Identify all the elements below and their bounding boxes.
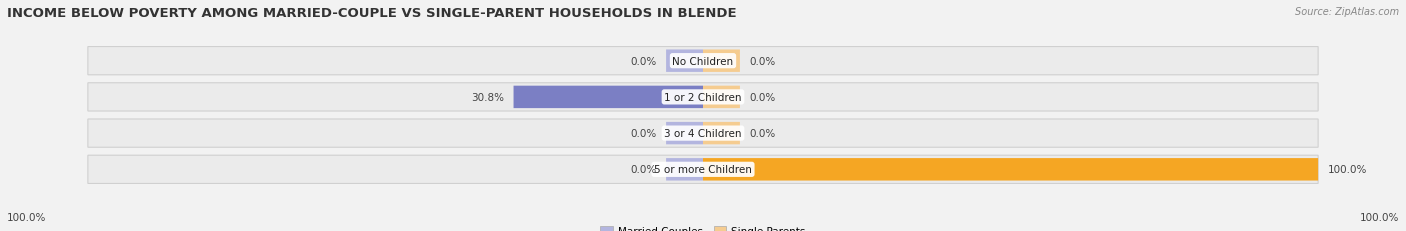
Text: 100.0%: 100.0% (1360, 212, 1399, 222)
Text: 100.0%: 100.0% (1327, 165, 1367, 175)
Text: 5 or more Children: 5 or more Children (654, 165, 752, 175)
FancyBboxPatch shape (703, 158, 1319, 181)
FancyBboxPatch shape (513, 86, 703, 109)
FancyBboxPatch shape (87, 155, 1319, 184)
Text: 0.0%: 0.0% (631, 165, 657, 175)
Text: 0.0%: 0.0% (631, 56, 657, 66)
FancyBboxPatch shape (666, 122, 703, 145)
Text: 100.0%: 100.0% (7, 212, 46, 222)
FancyBboxPatch shape (87, 119, 1319, 148)
Text: 1 or 2 Children: 1 or 2 Children (664, 92, 742, 103)
FancyBboxPatch shape (87, 83, 1319, 112)
Legend: Married Couples, Single Parents: Married Couples, Single Parents (596, 222, 810, 231)
FancyBboxPatch shape (703, 122, 740, 145)
Text: 0.0%: 0.0% (749, 128, 775, 139)
Text: 30.8%: 30.8% (471, 92, 505, 103)
FancyBboxPatch shape (666, 158, 703, 181)
Text: INCOME BELOW POVERTY AMONG MARRIED-COUPLE VS SINGLE-PARENT HOUSEHOLDS IN BLENDE: INCOME BELOW POVERTY AMONG MARRIED-COUPL… (7, 7, 737, 20)
Text: 0.0%: 0.0% (749, 56, 775, 66)
FancyBboxPatch shape (703, 86, 740, 109)
Text: Source: ZipAtlas.com: Source: ZipAtlas.com (1295, 7, 1399, 17)
FancyBboxPatch shape (703, 50, 740, 73)
Text: 0.0%: 0.0% (631, 128, 657, 139)
FancyBboxPatch shape (666, 50, 703, 73)
Text: 3 or 4 Children: 3 or 4 Children (664, 128, 742, 139)
FancyBboxPatch shape (87, 47, 1319, 76)
Text: No Children: No Children (672, 56, 734, 66)
Text: 0.0%: 0.0% (749, 92, 775, 103)
